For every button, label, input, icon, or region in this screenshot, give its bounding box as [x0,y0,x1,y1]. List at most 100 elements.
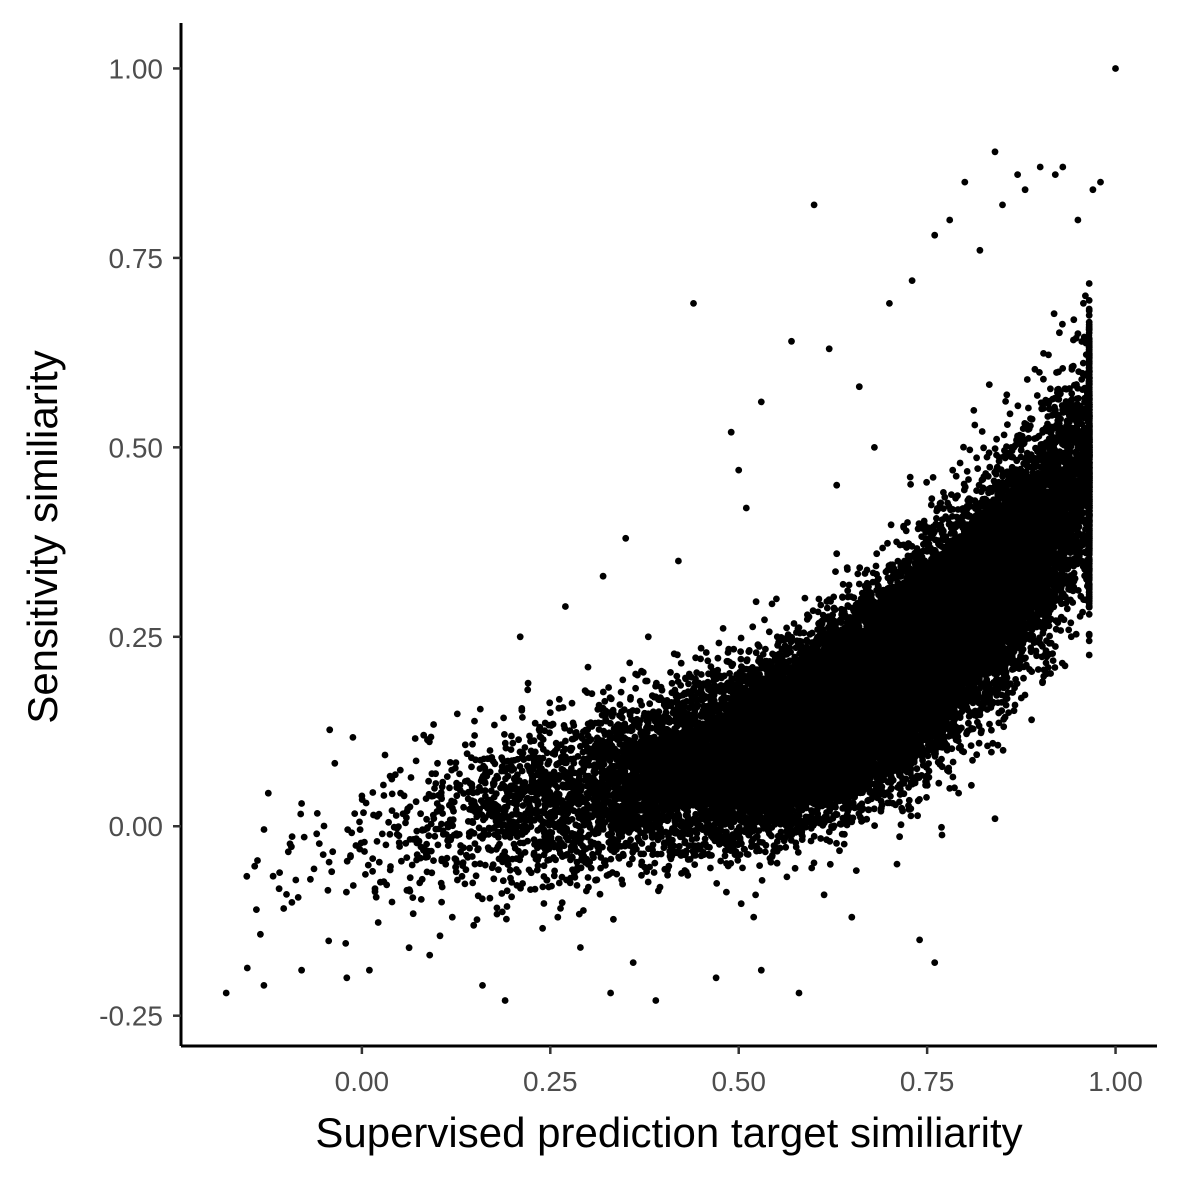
data-point [1082,292,1089,300]
data-point [385,818,392,826]
data-point [788,337,795,345]
data-point [810,201,818,209]
data-point [999,201,1006,209]
data-point [503,887,511,895]
data-point [757,966,765,974]
data-point [493,904,501,912]
data-point [325,858,333,866]
data-point [364,861,372,869]
data-point [1074,216,1082,224]
data-point [795,989,803,997]
data-point [871,444,878,451]
data-point [833,481,841,489]
data-point [343,888,350,896]
data-point [908,277,916,284]
data-point [690,300,697,307]
data-point [856,564,864,572]
data-point [407,774,415,781]
data-point [727,428,735,436]
data-point [1014,171,1021,179]
data-point [426,951,434,959]
data-point [298,966,305,974]
data-point [989,739,997,747]
data-point [596,890,604,898]
data-point [539,883,547,891]
data-point [649,841,657,849]
data-point [1070,316,1078,324]
data-point [721,852,729,860]
data-point [554,913,562,921]
data-point [481,861,489,869]
data-point [439,810,446,817]
data-point [471,860,479,868]
data-point [820,891,828,899]
data-point [396,766,404,774]
data-point [516,633,524,641]
data-point [1085,297,1093,304]
data-point [886,300,893,307]
data-point [976,246,984,254]
data-point [438,898,445,906]
data-point [373,838,381,845]
data-point [501,997,509,1004]
data-point [1059,163,1067,171]
data-point [479,982,486,989]
data-point [974,465,982,472]
data-point [832,568,839,575]
data-point [817,601,825,609]
data-point [801,594,809,602]
data-point [251,862,259,870]
data-point [644,633,652,641]
data-point [735,466,743,474]
data-point [952,472,960,480]
data-point [951,784,958,792]
data-point [863,566,871,574]
data-point [1089,186,1097,194]
data-point [524,686,532,694]
data-point [931,959,939,966]
data-point [697,644,705,652]
data-point [348,829,356,837]
data-point [893,860,901,868]
data-point [907,481,914,488]
data-point [495,866,502,874]
data-point [313,830,321,838]
data-point [343,974,351,982]
data-point [773,595,780,603]
data-point [946,216,954,224]
data-point [298,800,305,807]
data-point [222,989,230,997]
data-point [906,473,914,481]
data-point [712,974,720,982]
data-point [562,603,569,610]
data-point [984,742,991,750]
data-point [325,937,333,945]
data-point [328,868,336,876]
data-point [460,803,467,811]
data-point [652,997,660,1004]
data-point [675,557,682,565]
data-point [546,709,554,716]
data-point [855,383,863,391]
data-point [412,757,420,765]
data-point [448,913,456,921]
data-point [283,891,290,898]
data-point [757,398,765,406]
data-point [577,944,584,951]
data-point [253,906,260,913]
data-point [388,898,396,906]
data-point [607,989,614,997]
data-point [366,966,373,974]
scatter-points [222,65,1119,1004]
data-point [742,504,750,512]
data-point [878,801,886,809]
data-point [1011,701,1019,709]
data-point [955,789,962,797]
data-point [991,815,999,823]
data-point [599,572,607,580]
data-point [825,345,833,353]
data-point [629,959,637,966]
data-point [551,867,558,875]
data-point [783,624,790,632]
